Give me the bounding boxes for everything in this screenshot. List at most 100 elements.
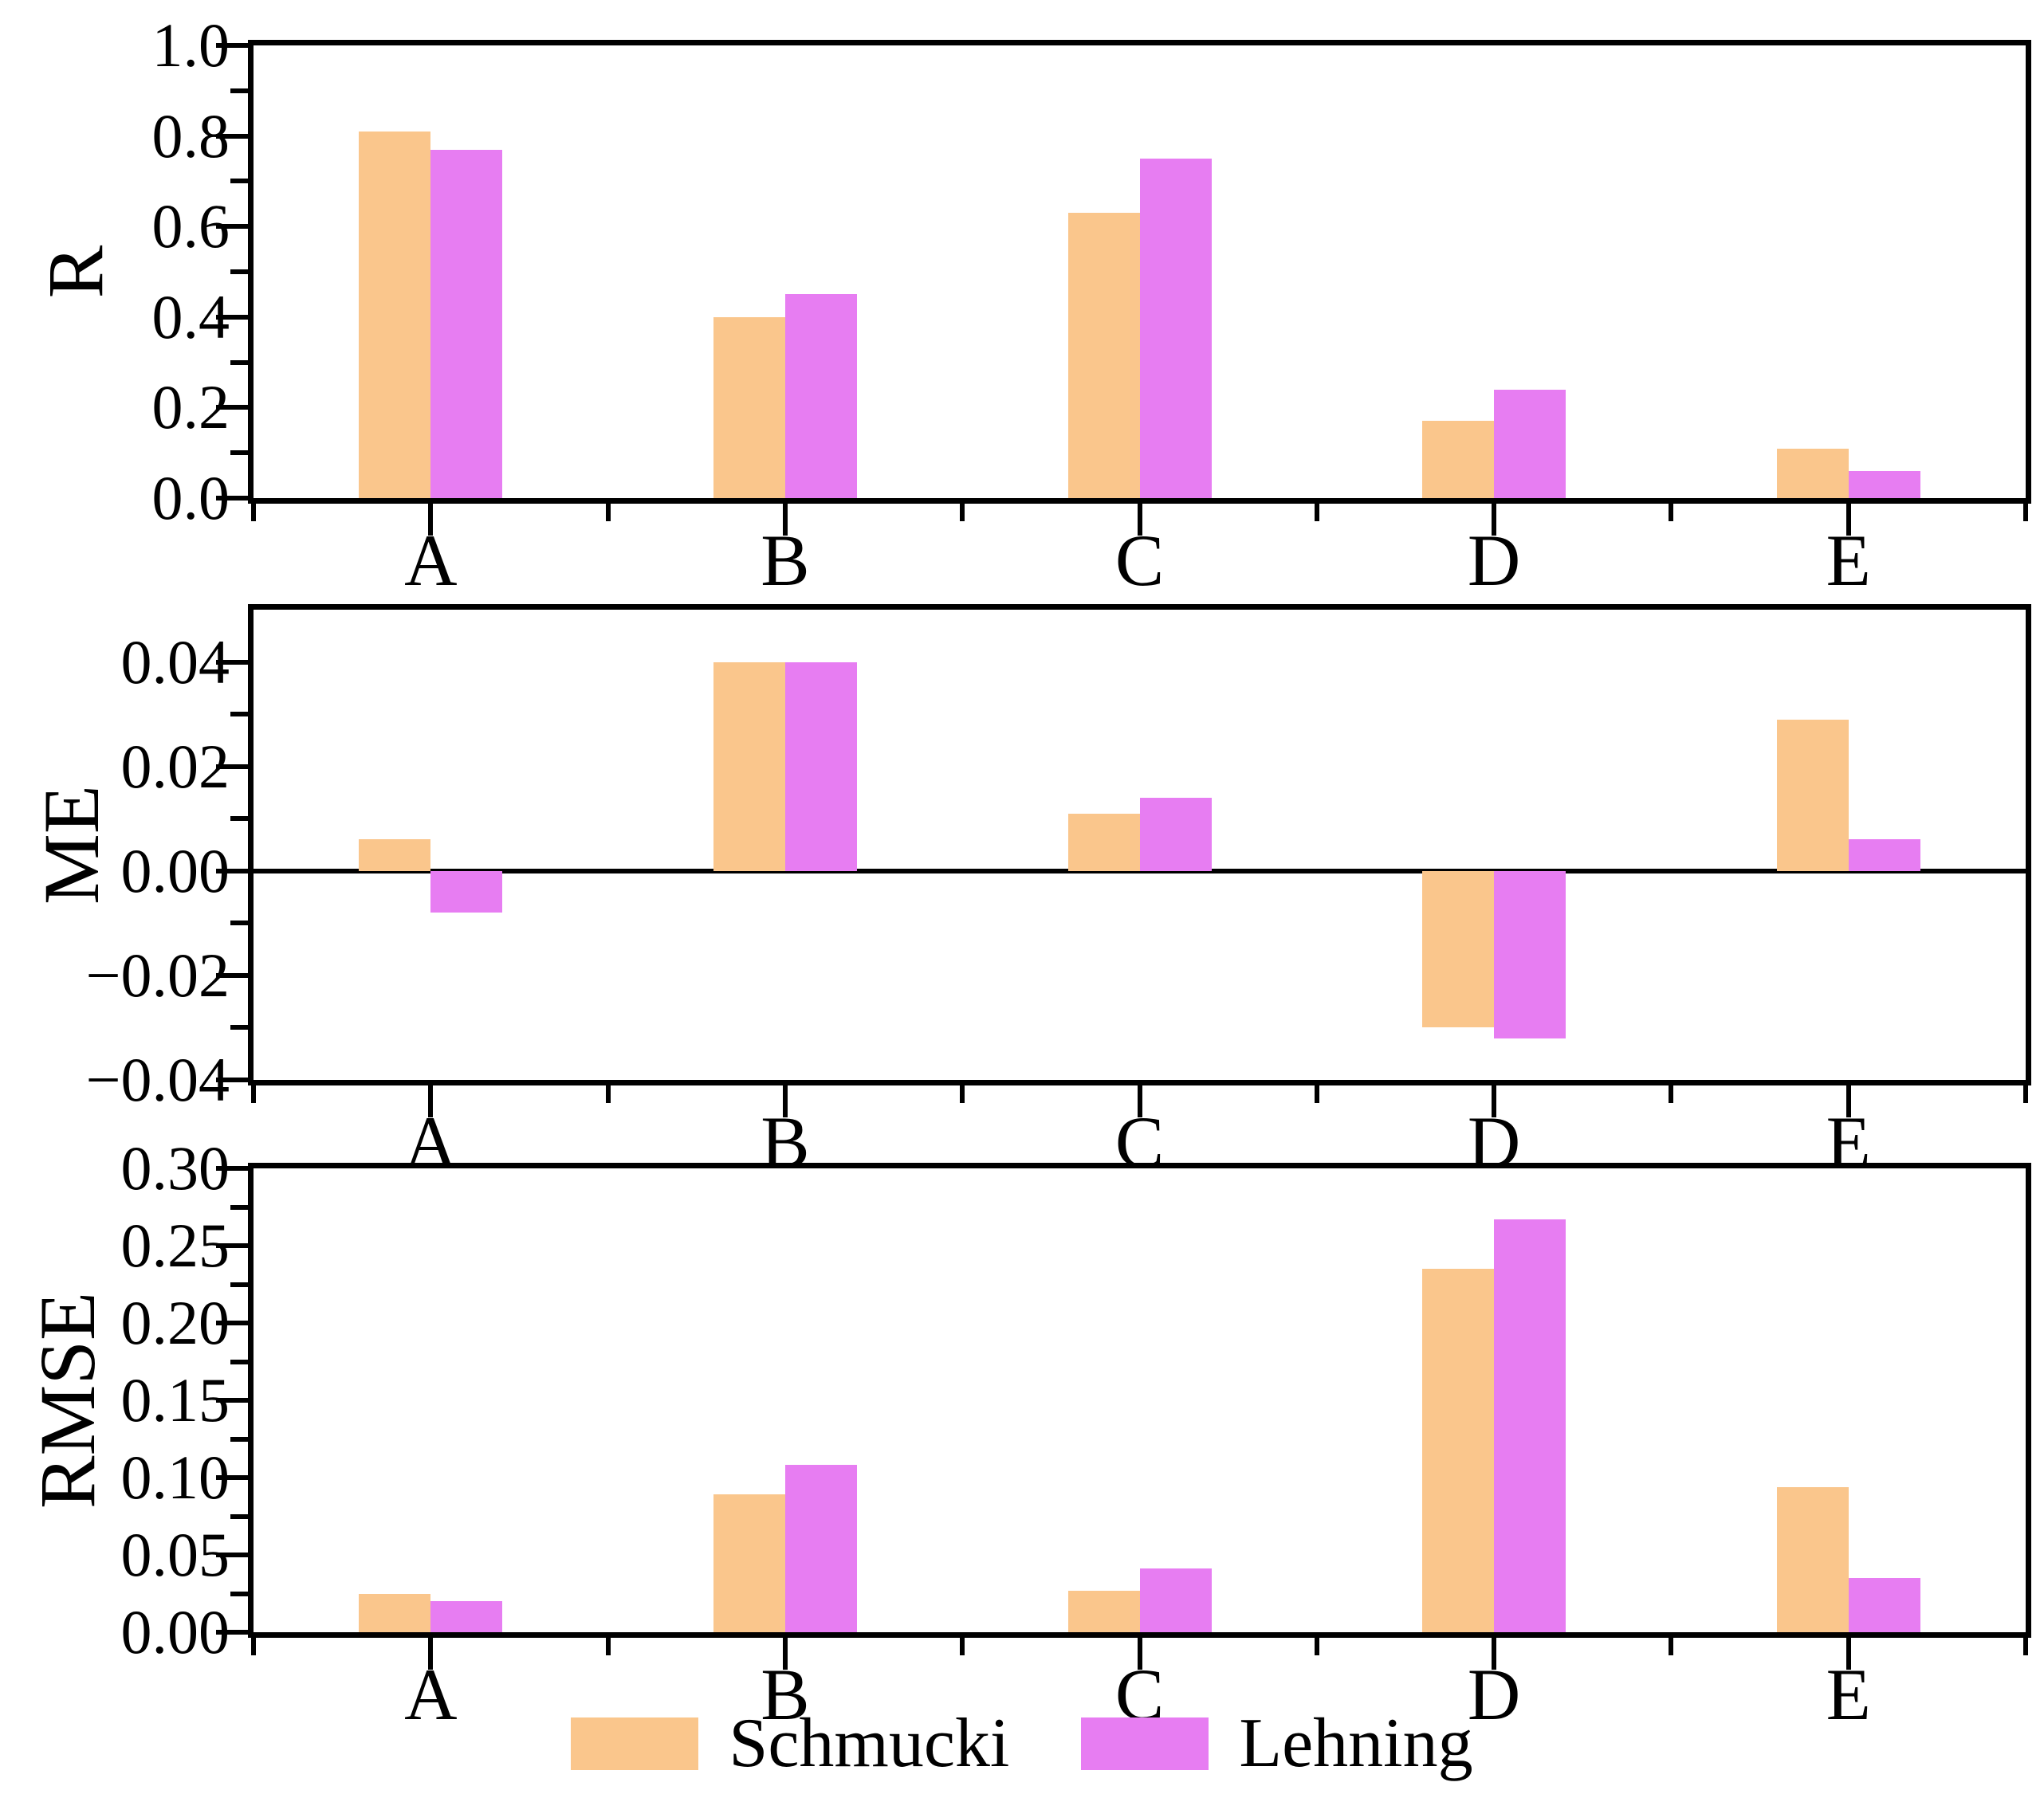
bar-schmucki-A (359, 1593, 431, 1632)
y-minor-tick (230, 1204, 248, 1210)
x-minor-tick (605, 504, 611, 521)
bar-schmucki-C (1067, 1590, 1140, 1632)
bar-schmucki-B (713, 661, 785, 871)
y-major-tick (216, 1321, 248, 1325)
y-minor-tick (230, 1436, 248, 1442)
bar-lehning-D (1494, 389, 1566, 498)
bar-lehning-D (1494, 870, 1566, 1038)
bar-schmucki-C (1067, 213, 1140, 498)
y-tick-label: 0.8 (151, 100, 230, 171)
y-minor-tick (230, 816, 248, 822)
y-major-tick (216, 1630, 248, 1635)
legend-item-lehning: Lehning (1081, 1700, 1473, 1788)
x-category-label: D (1467, 1654, 1521, 1735)
y-tick-label: 0.02 (120, 731, 230, 801)
y-minor-tick (230, 88, 248, 93)
bar-schmucki-E (1776, 448, 1849, 498)
y-minor-tick (230, 1025, 248, 1030)
y-minor-tick (230, 1513, 248, 1519)
y-tick-label: 0.4 (151, 281, 230, 351)
panel-r: 0.0 0.2 0.4 0.6 0.8 1.0 A B C D E (152, 10, 2031, 601)
y-major-tick (216, 1398, 248, 1403)
y-tick-label: −0.02 (85, 940, 230, 1010)
y-tick-label: 0.30 (120, 1133, 230, 1203)
x-major-tick (1492, 1638, 1497, 1670)
y-minor-tick (230, 359, 248, 365)
y-tick-label: 1.0 (151, 10, 230, 80)
x-minor-tick (2023, 504, 2028, 521)
y-tick-label: 0.6 (151, 191, 230, 261)
y-major-tick (216, 972, 248, 978)
y-major-tick (216, 43, 248, 48)
x-major-tick (782, 504, 788, 536)
x-major-tick (1492, 504, 1497, 536)
x-minor-tick (605, 1638, 611, 1655)
x-major-tick (1845, 504, 1851, 536)
x-minor-tick (251, 1085, 256, 1103)
x-major-tick (1137, 1085, 1142, 1117)
x-major-tick (428, 504, 434, 536)
bar-lehning-C (1139, 798, 1212, 871)
x-major-tick (782, 1085, 788, 1117)
bar-schmucki-B (713, 316, 785, 498)
legend-swatch-schmucki (571, 1717, 699, 1770)
bar-lehning-B (784, 1465, 857, 1632)
y-major-tick (216, 224, 248, 230)
x-minor-tick (1669, 504, 1674, 521)
y-major-tick (216, 659, 248, 665)
bar-lehning-E (1848, 1578, 1920, 1632)
y-axis-title-r: R (31, 245, 120, 299)
x-major-tick (1845, 1638, 1851, 1670)
bar-schmucki-A (359, 131, 431, 498)
x-major-tick (1845, 1085, 1851, 1117)
y-tick-label: 0.2 (151, 372, 230, 442)
x-minor-tick (1314, 1638, 1319, 1655)
bar-lehning-D (1494, 1219, 1566, 1632)
legend-item-schmucki: Schmucki (571, 1700, 1009, 1788)
bar-schmucki-D (1422, 870, 1495, 1028)
x-minor-tick (1314, 504, 1319, 521)
y-minor-tick (230, 712, 248, 717)
x-category-label: D (1467, 520, 1521, 601)
x-category-label: B (761, 520, 810, 601)
panel-rmse: 0.00 0.05 0.10 0.15 0.20 0.25 0.30 A B C D E (121, 1133, 2031, 1735)
bar-schmucki-E (1776, 1486, 1849, 1632)
x-category-label: A (404, 1654, 458, 1735)
x-minor-tick (2023, 1638, 2028, 1655)
legend: Schmucki Lehning (0, 1698, 2044, 1789)
x-major-tick (1492, 1085, 1497, 1117)
y-minor-tick (230, 921, 248, 926)
x-minor-tick (251, 1638, 256, 1655)
y-major-tick (216, 1243, 248, 1248)
y-minor-tick (230, 450, 248, 456)
x-category-label: E (1826, 1654, 1871, 1735)
bar-lehning-A (430, 1601, 503, 1632)
y-axis-title-rmse: RMSE (23, 1291, 112, 1509)
x-major-tick (428, 1085, 434, 1117)
y-major-tick (216, 1166, 248, 1171)
y-axis-title-me: ME (27, 785, 116, 905)
y-tick-label: 0.00 (120, 1597, 230, 1666)
y-major-tick (216, 1553, 248, 1557)
y-minor-tick (230, 269, 248, 274)
y-major-tick (216, 133, 248, 139)
y-minor-tick (230, 1282, 248, 1287)
x-minor-tick (960, 504, 965, 521)
y-major-tick (216, 405, 248, 410)
y-minor-tick (230, 1359, 248, 1364)
x-category-label: A (404, 520, 458, 601)
bar-lehning-A (430, 149, 503, 498)
legend-label-lehning: Lehning (1239, 1704, 1473, 1782)
y-major-tick (216, 764, 248, 769)
x-major-tick (1137, 1638, 1142, 1670)
bar-schmucki-C (1067, 813, 1140, 871)
y-tick-label: 0.0 (151, 463, 230, 532)
bar-lehning-B (784, 294, 857, 498)
bar-lehning-A (430, 870, 503, 913)
x-minor-tick (960, 1085, 965, 1103)
bar-lehning-B (784, 661, 857, 871)
x-minor-tick (605, 1085, 611, 1103)
x-minor-tick (251, 504, 256, 521)
x-minor-tick (1669, 1638, 1674, 1655)
